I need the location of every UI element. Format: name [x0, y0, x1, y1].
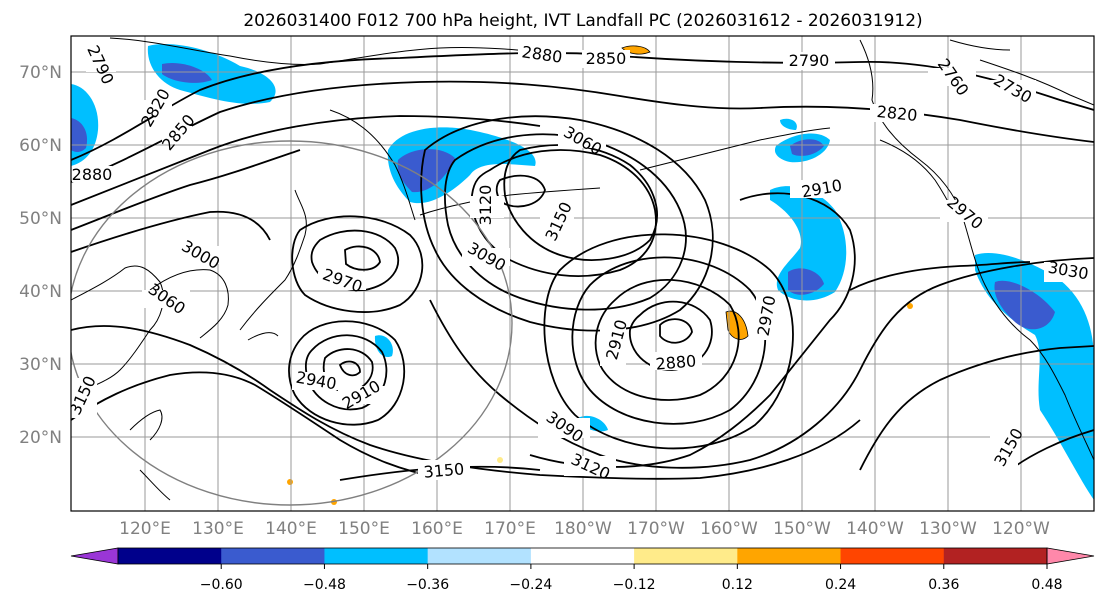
contour-label: 2850 [582, 49, 630, 68]
colorbar-cell [118, 548, 222, 564]
colorbar-tick-label: 0.24 [825, 577, 856, 593]
lat-label: 40°N [19, 282, 62, 302]
colorbar-cell [943, 548, 1048, 564]
radius-circle [71, 140, 513, 506]
colorbar-extend-left [70, 547, 119, 565]
longitude-labels: 120°E 130°E 140°E 150°E 160°E 170°E 180°… [119, 519, 1050, 539]
svg-text:2790: 2790 [789, 51, 830, 70]
svg-text:2850: 2850 [586, 49, 627, 68]
lat-label: 20°N [19, 428, 62, 448]
lat-label: 60°N [19, 136, 62, 156]
colorbar-tick-label: 0.48 [1031, 577, 1062, 593]
colorbar-cell [737, 548, 842, 564]
blue-shading-siberia [147, 44, 276, 104]
colorbar-tick-label: 0.36 [928, 577, 959, 593]
colorbar-tick-label: −0.48 [303, 577, 346, 593]
colorbar-cell [634, 548, 738, 564]
contour-label: 2970 [754, 294, 780, 340]
colorbar-tick-label: −0.12 [613, 577, 656, 593]
contour-label: 2880 [650, 351, 702, 374]
lon-label: 120°E [119, 519, 171, 539]
contour-label: 3030 [1044, 258, 1094, 283]
lon-label: 150°E [338, 519, 390, 539]
contour-label: 2820 [870, 102, 924, 125]
colorbar-cell [221, 548, 325, 564]
lon-label: 170°E [484, 519, 536, 539]
contour-labels: 2790 2820 2850 2880 2850 2880 2790 2760 … [71, 42, 1094, 484]
svg-text:2880: 2880 [72, 165, 113, 184]
lat-label: 70°N [19, 63, 62, 83]
contour-label: 3120 [470, 185, 504, 226]
lon-label: 140°E [265, 519, 317, 539]
colorbar-tick-label: −0.60 [200, 577, 243, 593]
contour-label: 2880 [72, 165, 113, 184]
lon-label: 130°W [919, 519, 977, 539]
lon-label: 160°E [411, 519, 463, 539]
colorbar-extend-right [1046, 547, 1095, 565]
blue-shading-small-patches [374, 118, 797, 432]
colorbar-cell [427, 548, 532, 564]
lon-label: 170°W [627, 519, 685, 539]
colorbar-cell [840, 548, 945, 564]
colorbar: −0.60 −0.48 −0.36 −0.24 −0.12 0.12 0.24 0.36 0.4… [70, 547, 1095, 593]
lat-label: 30°N [19, 355, 62, 375]
map-frame [70, 35, 1095, 512]
lon-label: 160°W [700, 519, 758, 539]
colorbar-cell [324, 548, 429, 564]
lon-label: 150°W [773, 519, 831, 539]
blue-shading-ne-pacific-band [770, 186, 847, 301]
lat-label: 50°N [19, 209, 62, 229]
lon-label: 180°W [554, 519, 612, 539]
ivt-shading [71, 44, 1094, 505]
svg-text:3150: 3150 [423, 459, 465, 481]
contour-label: 3150 [540, 199, 576, 244]
coastlines [71, 37, 1094, 501]
svg-text:2880: 2880 [655, 351, 697, 373]
colorbar-frame [117, 547, 1048, 565]
svg-text:2820: 2820 [876, 102, 918, 125]
lon-label: 120°W [992, 519, 1050, 539]
blue-shading-us-west-coast [975, 252, 1094, 500]
colorbar-tick-label: 0.12 [722, 577, 753, 593]
contour-label: 2880 [518, 42, 566, 67]
colorbar-tick-label: −0.24 [509, 577, 552, 593]
contour-label: 3150 [71, 373, 100, 418]
svg-text:3120: 3120 [476, 185, 495, 226]
figure-title: 2026031400 F012 700 hPa height, IVT Land… [243, 11, 922, 31]
colorbar-tick-label: −0.36 [406, 577, 449, 593]
contour-label: 3150 [418, 459, 470, 482]
latitude-labels: 70°N 60°N 50°N 40°N 30°N 20°N [19, 63, 62, 448]
lon-label: 130°E [192, 519, 244, 539]
blue-shading-western-aleutian [387, 127, 536, 204]
contour-label: 2790 [783, 51, 835, 70]
lon-label: 140°W [846, 519, 904, 539]
colorbar-cell [530, 548, 635, 564]
